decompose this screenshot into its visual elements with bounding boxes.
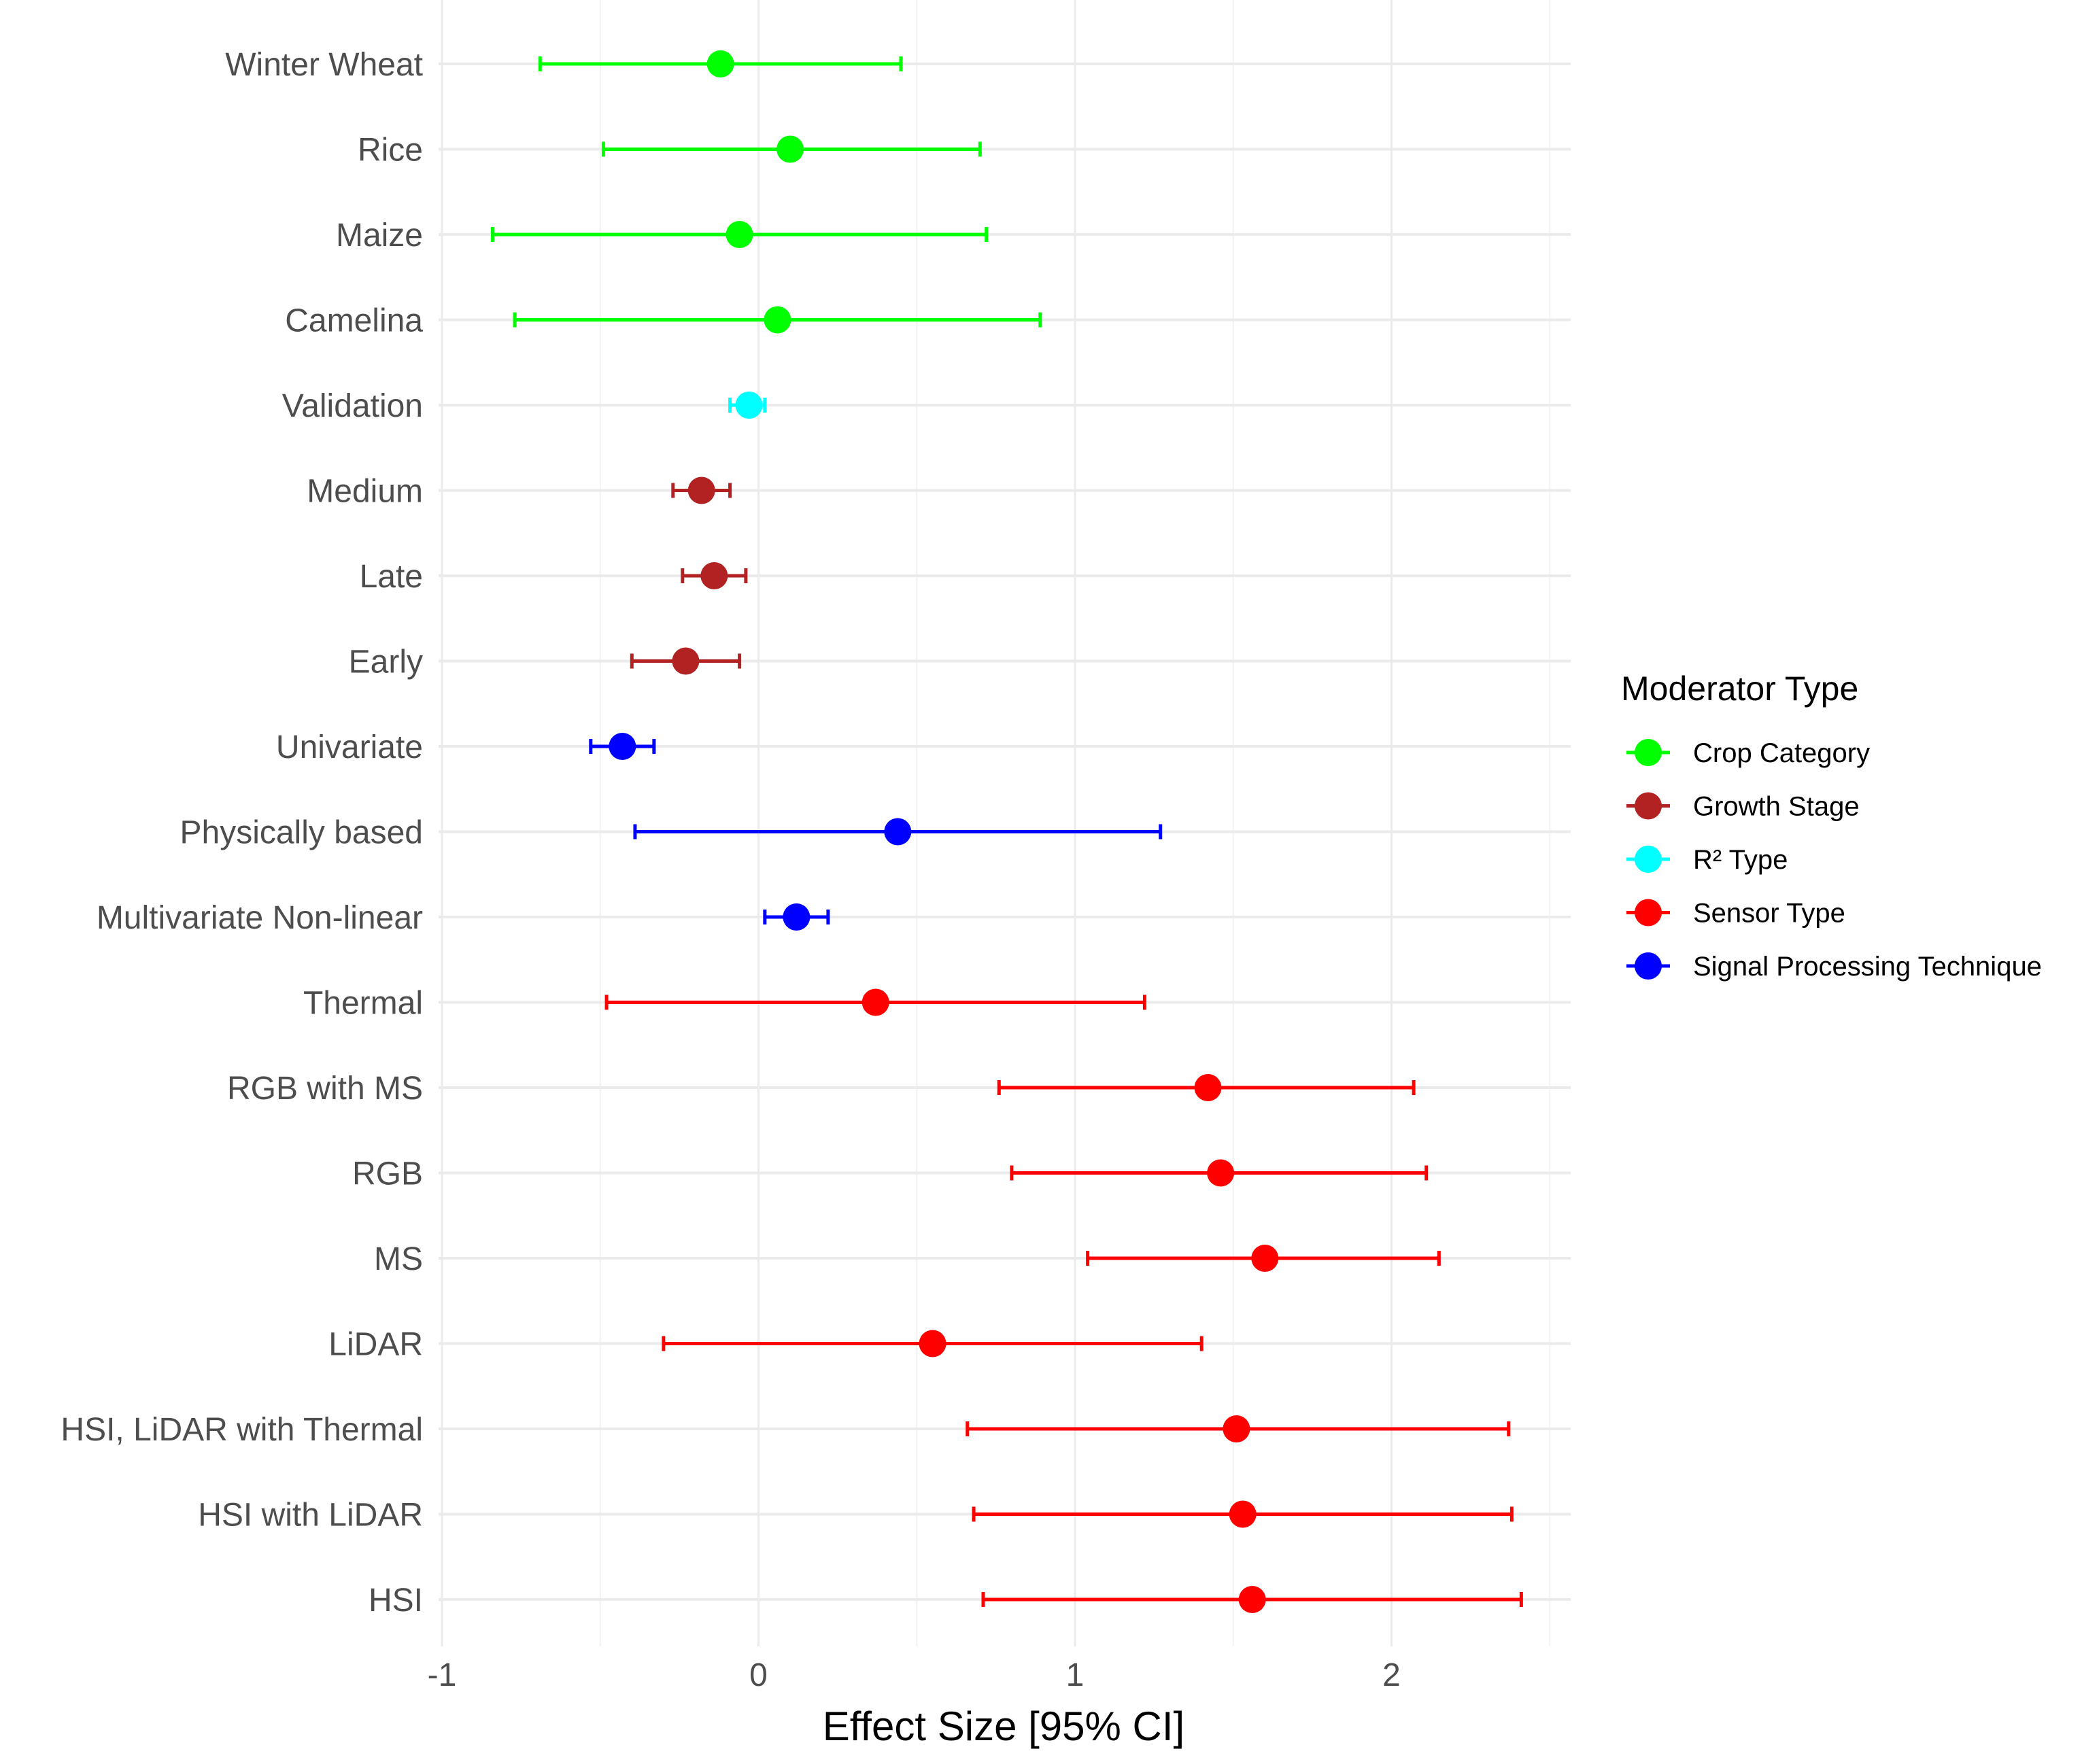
forest-row [633,818,1163,846]
x-axis-tick-labels: -1 0 1 2 [428,1657,1401,1693]
estimate-point [609,733,636,760]
y-tick-label: Thermal [303,986,423,1022]
y-tick-label: Medium [307,474,423,510]
estimate-point [1207,1159,1235,1187]
estimate-point [1238,1586,1266,1613]
y-tick-label: Univariate [276,729,423,765]
forest-row [490,221,989,248]
y-axis-tick-labels: Winter Wheat Rice Maize Camelina Validation M… [61,47,423,1619]
forest-row [513,306,1042,334]
legend-key-point [1635,739,1662,766]
estimate-point [1251,1245,1279,1272]
forest-row [589,733,656,760]
forest-row [972,1500,1514,1528]
y-tick-label: Winter Wheat [225,47,423,83]
y-tick-label: RGB with MS [227,1071,423,1107]
forest-row [1010,1159,1429,1187]
estimate-point [783,903,810,931]
legend-key-point [1635,899,1662,927]
legend-title: Moderator Type [1621,670,1858,708]
legend-key-point [1635,952,1662,980]
estimate-point [861,988,889,1016]
x-axis-title: Effect Size [95% CI] [823,1704,1184,1749]
y-tick-label: HSI, LiDAR with Thermal [61,1412,423,1448]
y-tick-label: LiDAR [328,1327,423,1363]
legend-entry: Sensor Type [1626,899,1845,929]
y-tick-label: HSI [369,1583,423,1619]
y-tick-label: Maize [336,218,423,254]
legend-entry: R² Type [1626,845,1788,875]
forest-row [966,1415,1511,1442]
legend-label: Crop Category [1693,738,1870,768]
marks-layer [490,50,1523,1613]
forest-row [681,562,748,589]
estimate-point [726,221,753,248]
forest-row [538,50,903,77]
forest-row [604,988,1146,1016]
legend-entries: Crop Category Growth Stage R² Type Sensor T… [1626,738,2042,982]
forest-row [997,1074,1416,1101]
x-tick-label: 0 [749,1657,768,1693]
estimate-point [700,562,728,589]
legend-entry: Growth Stage [1626,792,1860,822]
legend-label: R² Type [1693,845,1788,875]
estimate-point [1223,1415,1250,1442]
legend-label: Growth Stage [1693,792,1860,822]
estimate-point [672,647,700,675]
y-tick-label: Validation [282,388,423,424]
estimate-point [687,477,715,504]
estimate-point [1194,1074,1222,1101]
y-tick-label: Multivariate Non-linear [97,900,423,936]
y-tick-label: HSI with LiDAR [198,1498,423,1534]
y-tick-label: RGB [352,1156,423,1192]
x-tick-label: 2 [1382,1657,1401,1693]
forest-row [1086,1245,1441,1272]
y-tick-label: Camelina [285,303,423,339]
estimate-point [884,818,912,846]
y-tick-label: Rice [358,133,423,169]
legend-entry: Crop Category [1626,738,1870,768]
legend-key-point [1635,792,1662,820]
y-tick-label: MS [374,1241,423,1277]
legend-label: Signal Processing Technique [1693,952,2042,982]
forest-row [662,1330,1204,1357]
forest-row [630,647,742,675]
estimate-point [777,135,804,163]
estimate-point [1229,1500,1257,1528]
y-tick-label: Physically based [180,815,423,851]
legend: Moderator Type Crop Category Growth Stage… [1621,670,2042,982]
y-tick-label: Early [349,644,423,680]
estimate-point [735,392,763,419]
grid-layer [439,0,1571,1646]
legend-label: Sensor Type [1693,899,1845,929]
forest-row [981,1586,1523,1613]
estimate-point [764,306,791,334]
forest-row [728,392,767,419]
forest-row [671,477,732,504]
y-tick-label: Late [360,559,423,595]
legend-key-point [1635,846,1662,873]
forest-row [763,903,830,931]
forest-row [601,135,982,163]
x-tick-label: 1 [1066,1657,1085,1693]
estimate-point [706,50,734,77]
legend-entry: Signal Processing Technique [1626,952,2042,982]
x-tick-label: -1 [428,1657,457,1693]
estimate-point [919,1330,946,1357]
